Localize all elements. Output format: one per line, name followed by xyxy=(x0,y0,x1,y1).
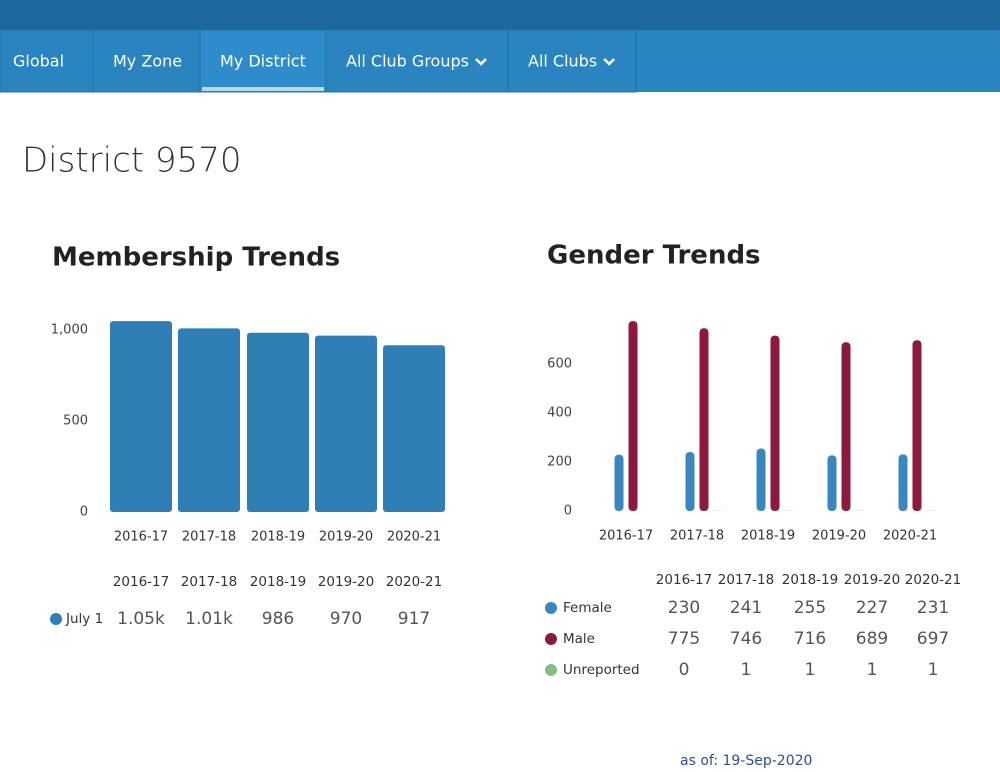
table-cell: 1.01k xyxy=(185,609,233,629)
table-cell: 227 xyxy=(856,598,888,618)
legend-label: July 1 xyxy=(65,611,103,627)
bar xyxy=(628,321,638,511)
y-tick-label: 500 xyxy=(63,414,88,429)
table-cell: 1 xyxy=(867,660,878,680)
bar xyxy=(699,328,709,511)
table-cell: 716 xyxy=(794,629,826,649)
y-tick-label: 1,000 xyxy=(51,323,88,338)
table-header: 2020-21 xyxy=(905,572,961,588)
table-cell: 255 xyxy=(794,598,826,618)
table-cell: 241 xyxy=(730,598,762,618)
table-header: 2017-18 xyxy=(718,572,774,588)
dropdown-chevron[interactable] xyxy=(475,58,487,66)
table-cell: 917 xyxy=(398,609,430,629)
y-tick-label: 400 xyxy=(547,406,572,421)
x-tick-label: 2019-20 xyxy=(319,530,373,545)
legend-label: Female xyxy=(563,600,612,616)
legend-dot xyxy=(545,602,557,614)
y-tick-label: 0 xyxy=(564,504,572,519)
bar xyxy=(110,321,172,512)
chart-title: Gender Trends xyxy=(547,241,761,271)
y-tick-label: 200 xyxy=(547,455,572,470)
bar xyxy=(912,340,922,511)
page-title: District 9570 xyxy=(22,141,241,181)
legend-label: Unreported xyxy=(563,662,640,678)
table-cell: 1 xyxy=(805,660,816,680)
bar xyxy=(770,335,780,511)
table-header: 2016-17 xyxy=(656,572,712,588)
table-header: 2017-18 xyxy=(181,574,237,590)
table-header: 2019-20 xyxy=(318,574,374,590)
y-tick-label: 600 xyxy=(547,357,572,372)
bar xyxy=(247,332,309,512)
nav-label[interactable]: My District xyxy=(220,52,306,71)
table-header: 2018-19 xyxy=(250,574,306,590)
dropdown-chevron[interactable] xyxy=(603,58,616,66)
top-strip xyxy=(0,0,1000,30)
nav-label[interactable]: Global xyxy=(13,52,64,71)
bar xyxy=(898,454,908,511)
table-header: 2016-17 xyxy=(113,574,169,590)
y-tick-label: 0 xyxy=(80,505,88,520)
bar xyxy=(685,451,695,511)
nav-label[interactable]: All Clubs xyxy=(528,52,597,71)
table-cell: 746 xyxy=(730,629,762,649)
table-header: 2020-21 xyxy=(386,574,442,590)
bar xyxy=(178,328,240,512)
legend-dot xyxy=(545,664,557,676)
bar xyxy=(841,342,851,511)
bar xyxy=(827,455,837,511)
nav-label[interactable]: My Zone xyxy=(113,52,182,71)
x-tick-label: 2018-19 xyxy=(741,529,795,544)
x-tick-label: 2017-18 xyxy=(182,530,236,545)
legend-label: Male xyxy=(563,631,595,647)
table-cell: 230 xyxy=(668,598,700,618)
table-cell: 689 xyxy=(856,629,888,649)
bar xyxy=(614,454,624,511)
legend-dot xyxy=(50,613,62,625)
table-cell: 1 xyxy=(741,660,752,680)
legend-dot xyxy=(545,633,557,645)
x-tick-label: 2020-21 xyxy=(883,529,937,544)
table-cell: 231 xyxy=(917,598,949,618)
as-of-date: as of: 19-Sep-2020 xyxy=(680,753,812,769)
x-tick-label: 2020-21 xyxy=(387,530,441,545)
chart-title: Membership Trends xyxy=(52,243,340,273)
nav-label[interactable]: All Club Groups xyxy=(346,52,469,71)
x-tick-label: 2016-17 xyxy=(599,529,653,544)
active-underline xyxy=(202,87,324,91)
table-cell: 775 xyxy=(668,629,700,649)
bar xyxy=(756,448,766,511)
x-tick-label: 2016-17 xyxy=(114,530,168,545)
table-cell: 1.05k xyxy=(117,609,165,629)
x-tick-label: 2017-18 xyxy=(670,529,724,544)
table-cell: 986 xyxy=(262,609,294,629)
nav-item[interactable] xyxy=(507,29,637,93)
bar xyxy=(383,345,445,512)
table-cell: 697 xyxy=(917,629,949,649)
x-tick-label: 2019-20 xyxy=(812,529,866,544)
nav-bar xyxy=(0,30,1000,92)
bar xyxy=(315,335,377,512)
nav-item[interactable] xyxy=(199,29,327,93)
table-header: 2018-19 xyxy=(782,572,838,588)
table-cell: 970 xyxy=(330,609,362,629)
table-header: 2019-20 xyxy=(844,572,900,588)
table-cell: 1 xyxy=(928,660,939,680)
x-tick-label: 2018-19 xyxy=(251,530,305,545)
table-cell: 0 xyxy=(679,660,690,680)
